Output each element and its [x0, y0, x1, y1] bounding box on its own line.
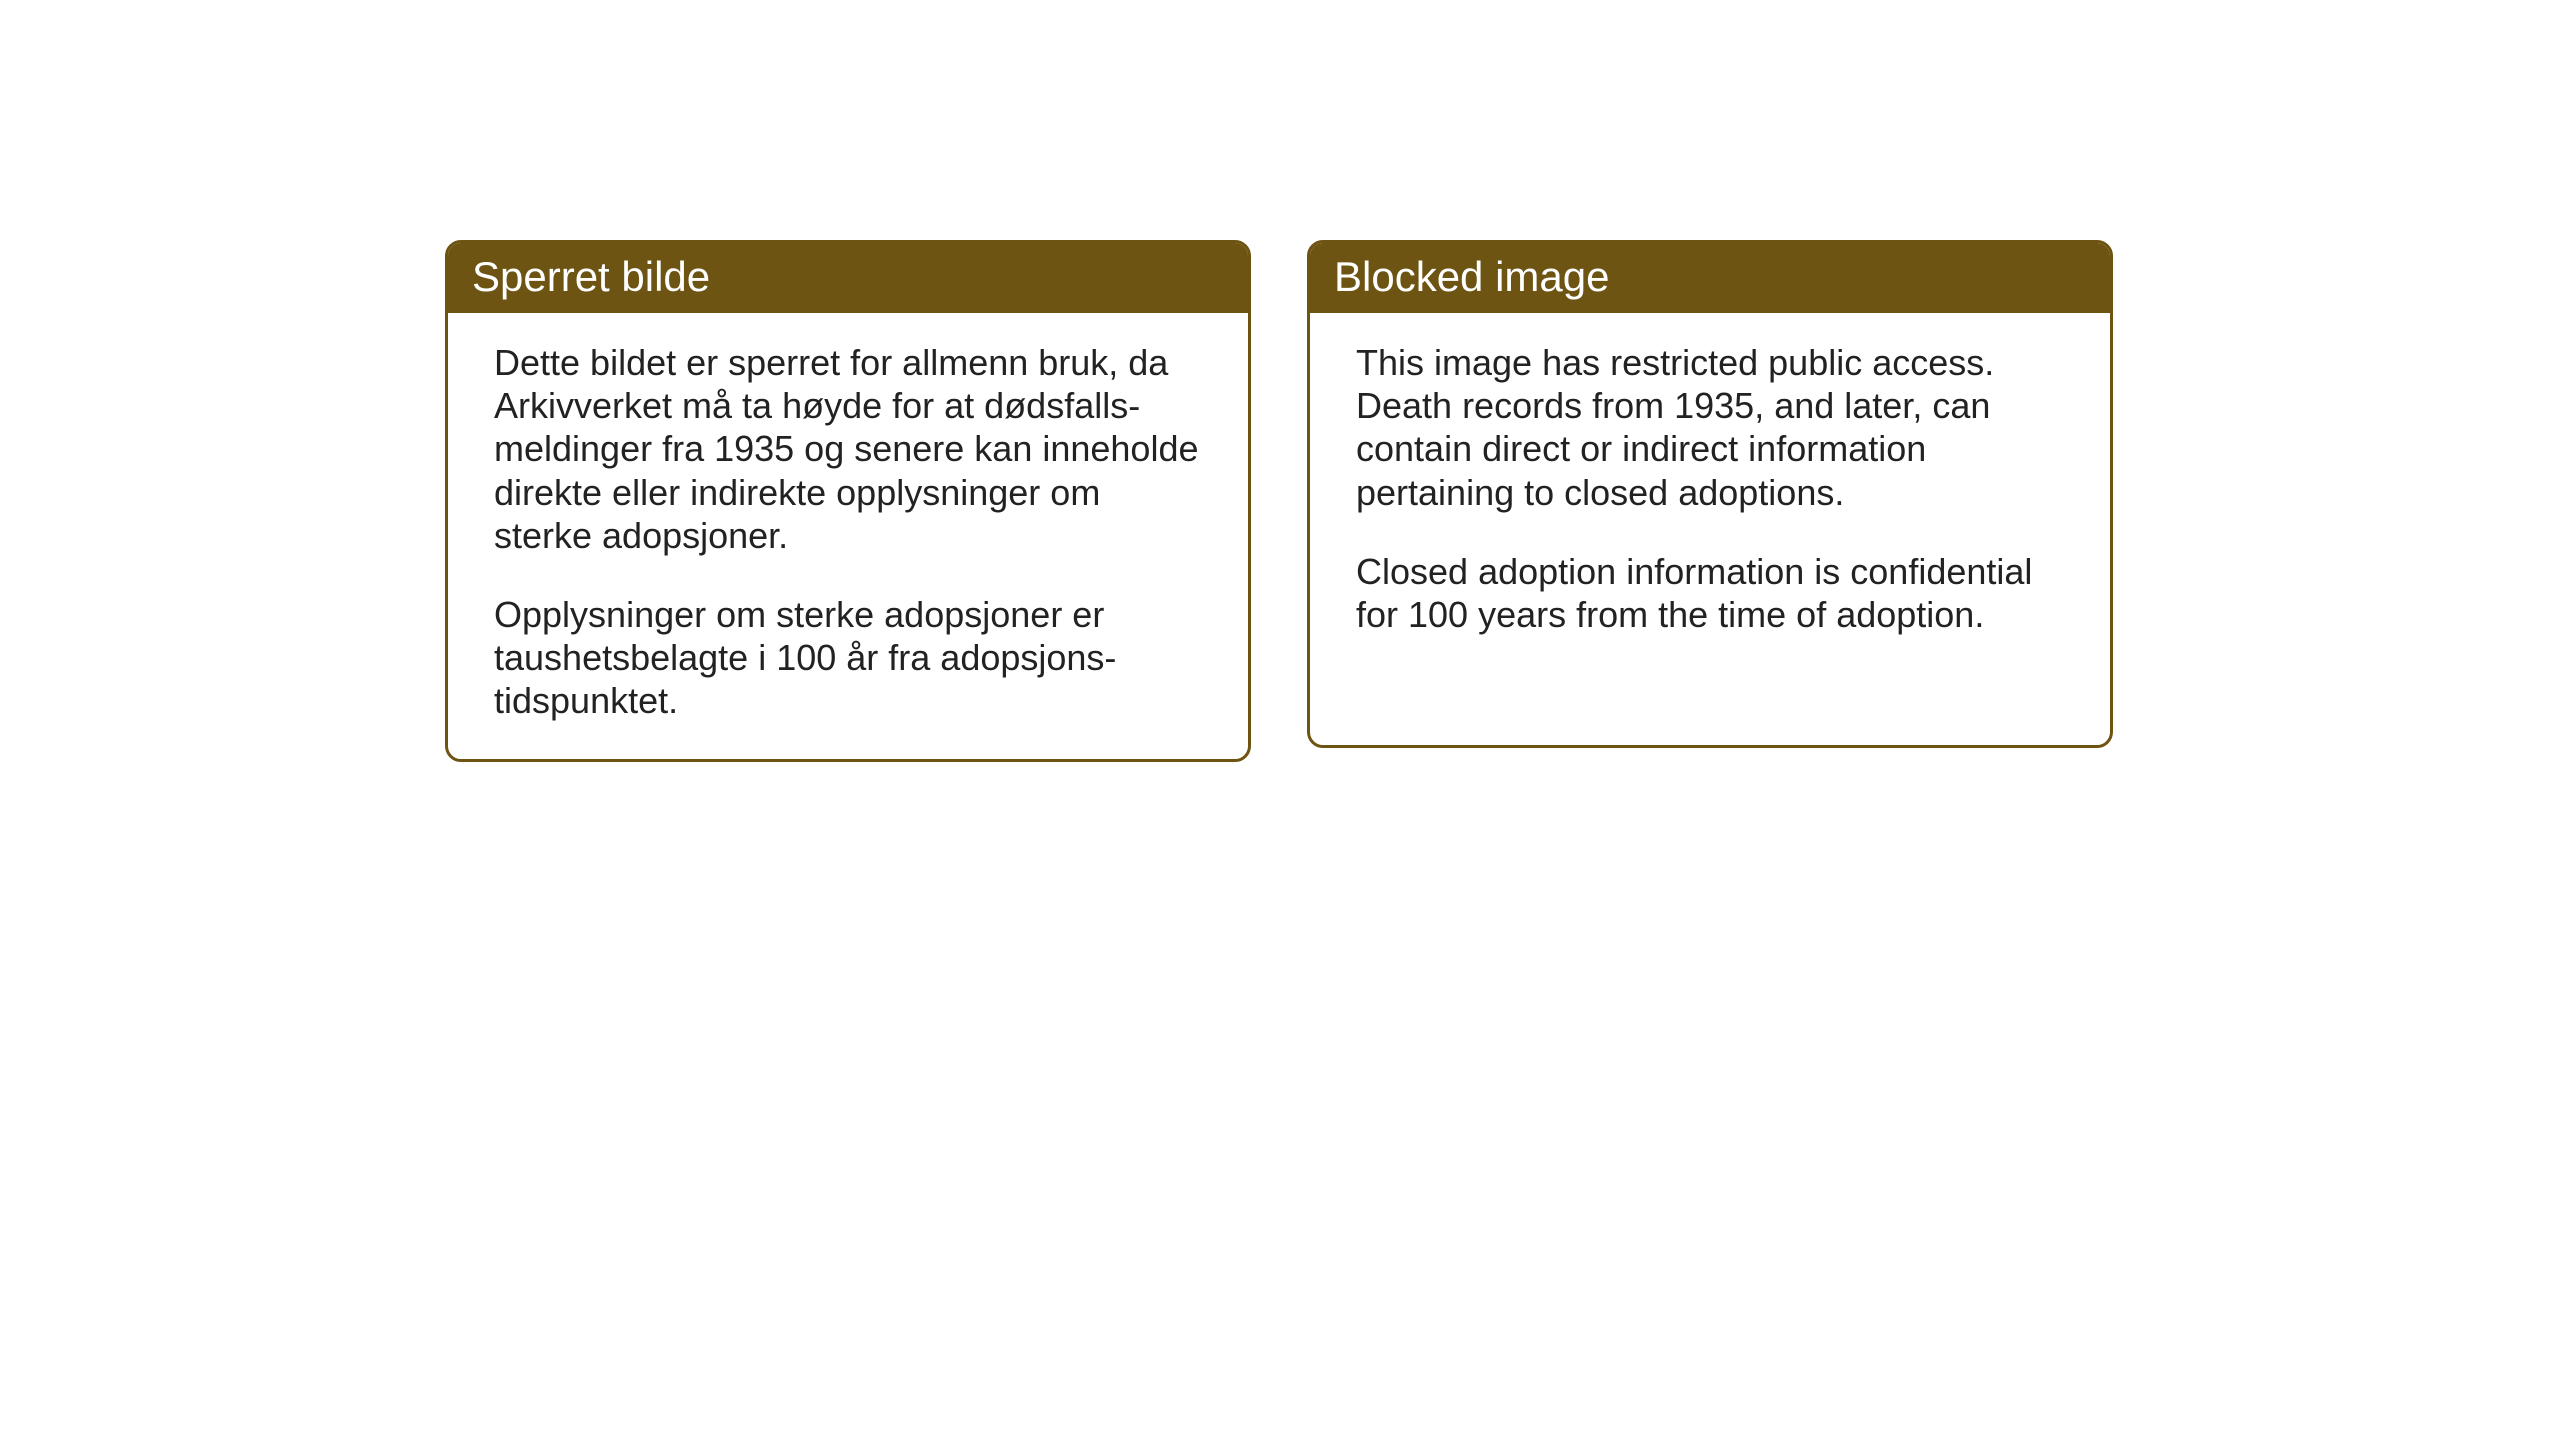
card-body-english: This image has restricted public access.… — [1310, 313, 2110, 672]
notice-card-english: Blocked image This image has restricted … — [1307, 240, 2113, 748]
card-body-norwegian: Dette bildet er sperret for allmenn bruk… — [448, 313, 1248, 759]
notice-card-norwegian: Sperret bilde Dette bildet er sperret fo… — [445, 240, 1251, 762]
notice-container: Sperret bilde Dette bildet er sperret fo… — [445, 240, 2113, 762]
card-paragraph: Closed adoption information is confident… — [1356, 550, 2064, 636]
card-header-norwegian: Sperret bilde — [448, 243, 1248, 313]
card-header-english: Blocked image — [1310, 243, 2110, 313]
card-paragraph: This image has restricted public access.… — [1356, 341, 2064, 514]
card-paragraph: Dette bildet er sperret for allmenn bruk… — [494, 341, 1202, 557]
card-paragraph: Opplysninger om sterke adopsjoner er tau… — [494, 593, 1202, 723]
